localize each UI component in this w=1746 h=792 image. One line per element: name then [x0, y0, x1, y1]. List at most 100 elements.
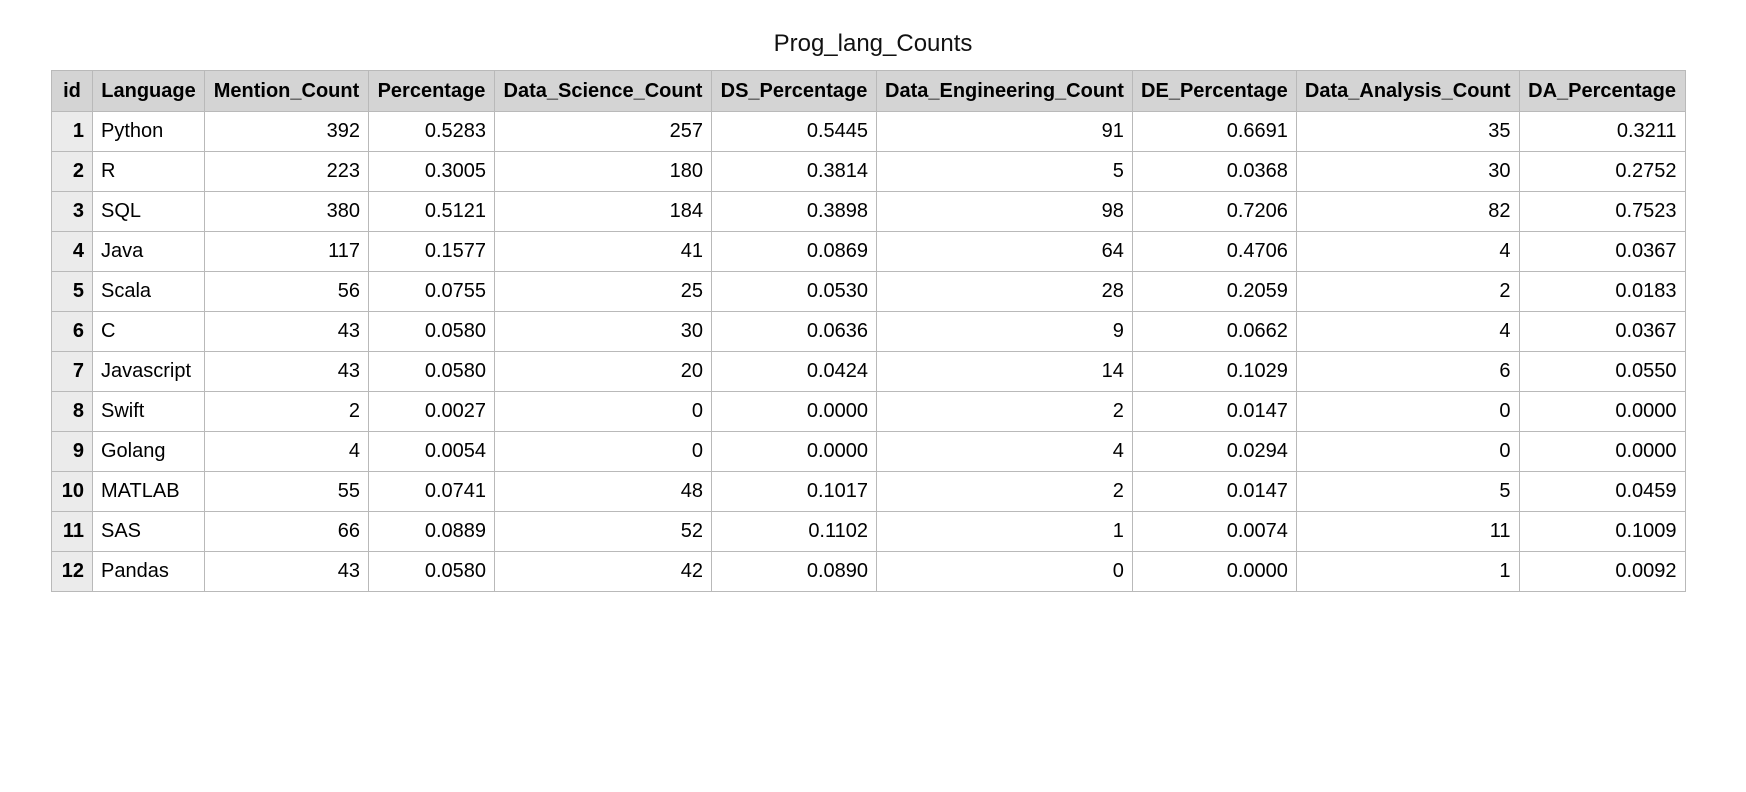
language-cell[interactable]: Java — [92, 231, 205, 272]
table-cell-data-engineering-count[interactable]: 64 — [876, 231, 1133, 272]
row-id-cell[interactable]: 2 — [51, 151, 93, 192]
row-id-cell[interactable]: 10 — [51, 471, 93, 512]
table-cell-de-percentage[interactable]: 0.0147 — [1131, 471, 1297, 512]
table-cell-de-percentage[interactable]: 0.2059 — [1131, 271, 1297, 312]
column-header-data-science-count[interactable]: Data_Science_Count — [494, 70, 712, 112]
table-cell-da-percentage[interactable]: 0.0183 — [1518, 271, 1686, 312]
table-cell-mention-count[interactable]: 43 — [204, 551, 369, 592]
row-id-cell[interactable]: 1 — [51, 111, 93, 152]
table-cell-percentage[interactable]: 0.0054 — [368, 431, 495, 472]
column-header-data-engineering-count[interactable]: Data_Engineering_Count — [876, 70, 1133, 112]
table-cell-mention-count[interactable]: 55 — [204, 471, 369, 512]
table-cell-data-analysis-count[interactable]: 11 — [1295, 511, 1520, 552]
table-cell-mention-count[interactable]: 392 — [204, 111, 369, 152]
table-cell-percentage[interactable]: 0.0580 — [368, 551, 495, 592]
table-cell-de-percentage[interactable]: 0.0662 — [1131, 311, 1297, 352]
table-cell-percentage[interactable]: 0.5121 — [368, 191, 495, 232]
table-cell-data-engineering-count[interactable]: 9 — [876, 311, 1133, 352]
table-cell-percentage[interactable]: 0.1577 — [368, 231, 495, 272]
table-cell-data-science-count[interactable]: 52 — [494, 511, 712, 552]
language-cell[interactable]: MATLAB — [92, 471, 205, 512]
table-cell-data-analysis-count[interactable]: 5 — [1295, 471, 1520, 512]
table-cell-data-analysis-count[interactable]: 2 — [1295, 271, 1520, 312]
table-cell-data-science-count[interactable]: 180 — [494, 151, 712, 192]
table-cell-da-percentage[interactable]: 0.0092 — [1518, 551, 1686, 592]
table-cell-data-science-count[interactable]: 0 — [494, 431, 712, 472]
language-cell[interactable]: C — [92, 311, 205, 352]
column-header-da-percentage[interactable]: DA_Percentage — [1518, 70, 1686, 112]
table-cell-mention-count[interactable]: 2 — [204, 391, 369, 432]
table-cell-data-analysis-count[interactable]: 82 — [1295, 191, 1520, 232]
table-cell-percentage[interactable]: 0.0889 — [368, 511, 495, 552]
table-cell-data-analysis-count[interactable]: 0 — [1295, 391, 1520, 432]
table-cell-data-engineering-count[interactable]: 14 — [876, 351, 1133, 392]
table-cell-mention-count[interactable]: 43 — [204, 311, 369, 352]
table-cell-data-science-count[interactable]: 184 — [494, 191, 712, 232]
table-cell-de-percentage[interactable]: 0.0074 — [1131, 511, 1297, 552]
table-cell-data-engineering-count[interactable]: 5 — [876, 151, 1133, 192]
language-cell[interactable]: Scala — [92, 271, 205, 312]
table-cell-ds-percentage[interactable]: 0.1102 — [711, 511, 877, 552]
table-cell-da-percentage[interactable]: 0.7523 — [1518, 191, 1686, 232]
table-cell-ds-percentage[interactable]: 0.1017 — [711, 471, 877, 512]
table-cell-data-engineering-count[interactable]: 1 — [876, 511, 1133, 552]
row-id-cell[interactable]: 6 — [51, 311, 93, 352]
table-cell-ds-percentage[interactable]: 0.0869 — [711, 231, 877, 272]
table-cell-data-engineering-count[interactable]: 98 — [876, 191, 1133, 232]
table-cell-percentage[interactable]: 0.0755 — [368, 271, 495, 312]
table-cell-ds-percentage[interactable]: 0.3814 — [711, 151, 877, 192]
language-cell[interactable]: Swift — [92, 391, 205, 432]
language-cell[interactable]: Pandas — [92, 551, 205, 592]
language-cell[interactable]: Python — [92, 111, 205, 152]
language-cell[interactable]: SQL — [92, 191, 205, 232]
row-id-cell[interactable]: 5 — [51, 271, 93, 312]
table-cell-percentage[interactable]: 0.0741 — [368, 471, 495, 512]
table-cell-data-engineering-count[interactable]: 2 — [876, 391, 1133, 432]
table-cell-ds-percentage[interactable]: 0.0424 — [711, 351, 877, 392]
table-cell-data-engineering-count[interactable]: 2 — [876, 471, 1133, 512]
table-cell-ds-percentage[interactable]: 0.0000 — [711, 431, 877, 472]
column-header-mention-count[interactable]: Mention_Count — [204, 70, 369, 112]
table-cell-data-analysis-count[interactable]: 0 — [1295, 431, 1520, 472]
table-cell-data-science-count[interactable]: 30 — [494, 311, 712, 352]
table-cell-mention-count[interactable]: 56 — [204, 271, 369, 312]
column-header-de-percentage[interactable]: DE_Percentage — [1131, 70, 1297, 112]
table-cell-de-percentage[interactable]: 0.6691 — [1131, 111, 1297, 152]
language-cell[interactable]: SAS — [92, 511, 205, 552]
table-cell-data-science-count[interactable]: 20 — [494, 351, 712, 392]
table-cell-mention-count[interactable]: 43 — [204, 351, 369, 392]
table-cell-data-engineering-count[interactable]: 28 — [876, 271, 1133, 312]
table-cell-percentage[interactable]: 0.0580 — [368, 311, 495, 352]
table-cell-mention-count[interactable]: 117 — [204, 231, 369, 272]
language-cell[interactable]: Golang — [92, 431, 205, 472]
table-cell-de-percentage[interactable]: 0.7206 — [1131, 191, 1297, 232]
table-cell-mention-count[interactable]: 4 — [204, 431, 369, 472]
table-cell-data-analysis-count[interactable]: 1 — [1295, 551, 1520, 592]
table-cell-ds-percentage[interactable]: 0.0636 — [711, 311, 877, 352]
row-id-cell[interactable]: 7 — [51, 351, 93, 392]
table-cell-data-analysis-count[interactable]: 4 — [1295, 311, 1520, 352]
table-cell-da-percentage[interactable]: 0.1009 — [1518, 511, 1686, 552]
row-id-cell[interactable]: 4 — [51, 231, 93, 272]
table-cell-ds-percentage[interactable]: 0.5445 — [711, 111, 877, 152]
row-id-cell[interactable]: 3 — [51, 191, 93, 232]
table-cell-mention-count[interactable]: 223 — [204, 151, 369, 192]
row-id-cell[interactable]: 12 — [51, 551, 93, 592]
table-cell-da-percentage[interactable]: 0.3211 — [1518, 111, 1686, 152]
column-header-data-analysis-count[interactable]: Data_Analysis_Count — [1295, 70, 1520, 112]
table-cell-ds-percentage[interactable]: 0.0530 — [711, 271, 877, 312]
column-header-language[interactable]: Language — [92, 70, 205, 112]
table-cell-data-engineering-count[interactable]: 0 — [876, 551, 1133, 592]
table-cell-data-science-count[interactable]: 42 — [494, 551, 712, 592]
table-cell-da-percentage[interactable]: 0.2752 — [1518, 151, 1686, 192]
table-cell-data-science-count[interactable]: 0 — [494, 391, 712, 432]
row-id-cell[interactable]: 8 — [51, 391, 93, 432]
table-cell-data-analysis-count[interactable]: 35 — [1295, 111, 1520, 152]
table-cell-percentage[interactable]: 0.5283 — [368, 111, 495, 152]
table-cell-data-science-count[interactable]: 48 — [494, 471, 712, 512]
table-cell-percentage[interactable]: 0.3005 — [368, 151, 495, 192]
table-cell-de-percentage[interactable]: 0.0147 — [1131, 391, 1297, 432]
table-cell-mention-count[interactable]: 380 — [204, 191, 369, 232]
column-header-ds-percentage[interactable]: DS_Percentage — [711, 70, 877, 112]
table-cell-data-science-count[interactable]: 25 — [494, 271, 712, 312]
